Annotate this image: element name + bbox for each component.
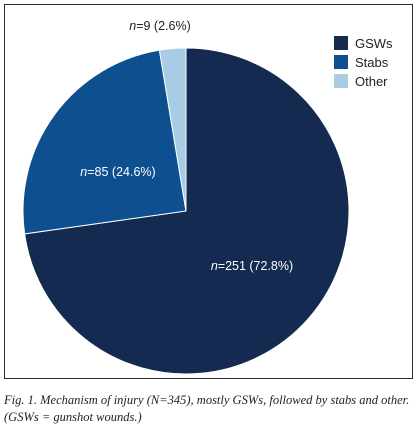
legend-swatch-stabs: [334, 55, 348, 69]
slice-label-stabs: n=85 (24.6%): [80, 165, 155, 179]
slice-label-other: n=9 (2.6%): [129, 19, 191, 33]
slice-label-gsws: n=251 (72.8%): [211, 259, 293, 273]
pie-slice-gsws: [24, 47, 350, 375]
legend-swatch-gsws: [334, 36, 348, 50]
pie-slice-stabs: [22, 49, 187, 235]
pie-slice-other: [158, 47, 187, 212]
figure-caption: Fig. 1. Mechanism of injury (N=345), mos…: [4, 393, 410, 424]
legend-label-other: Other: [355, 74, 388, 89]
pie-chart: n=251 (72.8%) n=85 (24.6%) n=9 (2.6%) GSWs…: [22, 19, 393, 375]
legend-swatch-other: [334, 74, 348, 88]
legend-label-stabs: Stabs: [355, 55, 389, 70]
legend-label-gsws: GSWs: [355, 36, 393, 51]
